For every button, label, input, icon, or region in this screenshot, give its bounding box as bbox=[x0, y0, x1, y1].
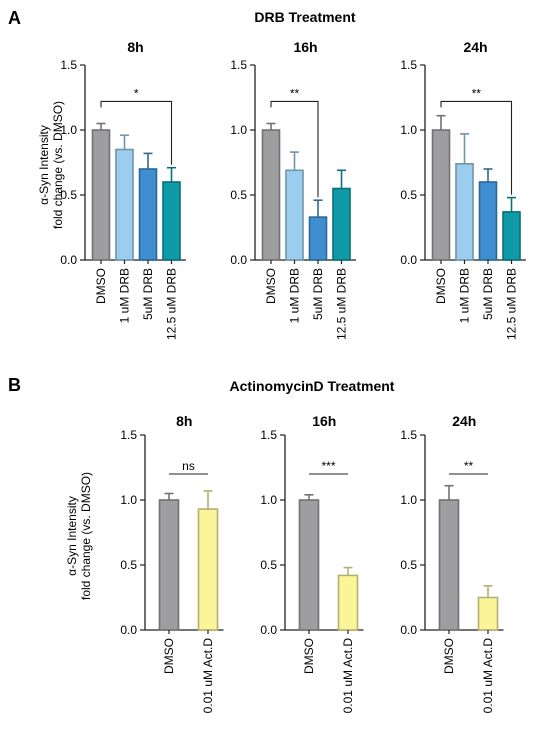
category-label: 5uM DRB bbox=[481, 268, 495, 320]
bar bbox=[308, 216, 328, 261]
y-tick-label: 1.0 bbox=[260, 493, 277, 507]
bar bbox=[298, 499, 320, 631]
category-label: 1 uM DRB bbox=[458, 268, 472, 323]
y-tick-label: 1.5 bbox=[60, 58, 77, 72]
bar bbox=[162, 181, 181, 261]
y-tick-label: 1.0 bbox=[230, 123, 247, 137]
y-axis-label-a-line2: fold change (vs. DMSO) bbox=[51, 101, 65, 229]
y-tick-label: 0.5 bbox=[60, 188, 77, 202]
y-tick-label: 1.5 bbox=[230, 58, 247, 72]
y-tick-label: 1.5 bbox=[120, 428, 137, 442]
bar bbox=[138, 168, 158, 261]
category-label: 0.01 uM Act.D bbox=[341, 638, 355, 714]
bar bbox=[431, 129, 451, 261]
significance-label: *** bbox=[321, 459, 335, 473]
chart-a-24h: 24h 0.0 0.5 1.0 1.5 DMSO 1 uM DRB 5uM DRB 12.5 u… bbox=[400, 39, 526, 340]
y-tick-label: 1.5 bbox=[400, 428, 417, 442]
chart-a-8h: 8h 0.0 0.5 1.0 1.5 DMSO 1 uM DRB 5uM DRB 12.5 uM… bbox=[60, 39, 186, 340]
category-label: 12.5 uM DRB bbox=[335, 268, 349, 340]
bar bbox=[197, 508, 219, 631]
y-tick-label: 0.5 bbox=[400, 188, 417, 202]
y-tick-label: 1.0 bbox=[60, 123, 77, 137]
y-axis-label-a-line1: α-Syn Intensity bbox=[37, 125, 51, 205]
y-axis-label-b: α-Syn Intensity fold change (vs. DMSO) bbox=[65, 472, 93, 600]
y-axis-label-b-line1: α-Syn Intensity bbox=[65, 496, 79, 576]
category-label: 5uM DRB bbox=[141, 268, 155, 320]
chart-title: 8h bbox=[127, 39, 143, 55]
bar bbox=[478, 181, 498, 261]
y-tick-label: 1.0 bbox=[400, 123, 417, 137]
chart-title: 16h bbox=[312, 413, 336, 429]
panel-letter-a: A bbox=[8, 8, 21, 28]
y-tick-label: 0.5 bbox=[230, 188, 247, 202]
category-label: 0.01 uM Act.D bbox=[481, 638, 495, 714]
significance-label: ** bbox=[464, 459, 474, 473]
bar bbox=[337, 574, 359, 631]
category-label: 0.01 uM Act.D bbox=[201, 638, 215, 714]
category-label: DMSO bbox=[302, 638, 316, 674]
significance-label: * bbox=[134, 86, 139, 100]
y-tick-label: 1.5 bbox=[400, 58, 417, 72]
category-label: DMSO bbox=[434, 268, 448, 304]
bar bbox=[285, 169, 304, 261]
bar bbox=[332, 187, 351, 261]
panel-letter-b: B bbox=[8, 375, 21, 395]
category-label: 5uM DRB bbox=[311, 268, 325, 320]
significance-label: ** bbox=[290, 86, 300, 100]
category-label: DMSO bbox=[264, 268, 278, 304]
bar bbox=[502, 211, 521, 261]
bar bbox=[158, 499, 180, 631]
chart-title: 24h bbox=[452, 413, 476, 429]
y-tick-label: 0.5 bbox=[260, 558, 277, 572]
category-label: 12.5 uM DRB bbox=[505, 268, 519, 340]
y-tick-label: 0.0 bbox=[60, 253, 77, 267]
chart-a-16h: 16h 0.0 0.5 1.0 1.5 DMSO 1 uM DRB 5uM DRB 12.5 u… bbox=[230, 39, 356, 340]
category-label: 12.5 uM DRB bbox=[165, 268, 179, 340]
significance-label: ** bbox=[472, 86, 482, 100]
significance-bracket bbox=[440, 100, 513, 195]
y-axis-label-a: α-Syn Intensity fold change (vs. DMSO) bbox=[37, 101, 65, 229]
y-tick-label: 0.5 bbox=[400, 558, 417, 572]
category-label: DMSO bbox=[94, 268, 108, 304]
category-label: 1 uM DRB bbox=[118, 268, 132, 323]
significance-label: ns bbox=[182, 459, 195, 473]
chart-title: 16h bbox=[293, 39, 317, 55]
chart-b-8h: 8h 0.0 0.5 1.0 1.5 DMSO 0.01 uM Act.D ns bbox=[120, 413, 224, 714]
significance-bracket bbox=[100, 100, 173, 165]
panel-title-b: ActinomycinD Treatment bbox=[230, 378, 395, 394]
bar bbox=[261, 129, 281, 261]
y-tick-label: 0.0 bbox=[230, 253, 247, 267]
bar bbox=[438, 499, 460, 631]
y-tick-label: 0.0 bbox=[120, 623, 137, 637]
y-axis-label-b-line2: fold change (vs. DMSO) bbox=[79, 472, 93, 600]
bar bbox=[455, 163, 474, 261]
chart-title: 8h bbox=[176, 413, 192, 429]
y-tick-label: 0.5 bbox=[120, 558, 137, 572]
bar bbox=[477, 596, 499, 631]
y-tick-label: 0.0 bbox=[400, 623, 417, 637]
category-label: 1 uM DRB bbox=[288, 268, 302, 323]
y-tick-label: 1.0 bbox=[400, 493, 417, 507]
bar bbox=[91, 129, 111, 261]
chart-b-24h: 24h 0.0 0.5 1.0 1.5 DMSO 0.01 uM Act.D ** bbox=[400, 413, 504, 714]
y-tick-label: 1.0 bbox=[120, 493, 137, 507]
y-tick-label: 0.0 bbox=[400, 253, 417, 267]
bar bbox=[115, 148, 134, 261]
category-label: DMSO bbox=[442, 638, 456, 674]
y-tick-label: 0.0 bbox=[260, 623, 277, 637]
chart-title: 24h bbox=[463, 39, 487, 55]
category-label: DMSO bbox=[162, 638, 176, 674]
chart-b-16h: 16h 0.0 0.5 1.0 1.5 DMSO 0.01 uM Act.D *** bbox=[260, 413, 364, 714]
y-tick-label: 1.5 bbox=[260, 428, 277, 442]
significance-bracket bbox=[270, 100, 319, 198]
panel-title-a: DRB Treatment bbox=[254, 9, 355, 25]
